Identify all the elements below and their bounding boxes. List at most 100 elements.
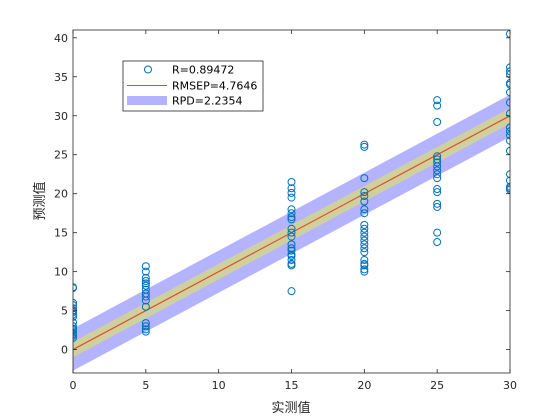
data-point: [506, 98, 510, 107]
data-point: [287, 184, 296, 193]
x-tick-label: 10: [212, 379, 226, 392]
legend-label-rmsep: RMSEP=4.7646: [172, 80, 257, 93]
data-point: [287, 205, 296, 214]
data-point: [287, 215, 296, 224]
data-point: [506, 176, 510, 185]
data-point: [506, 136, 510, 145]
x-axis-title: 实测值: [271, 400, 310, 416]
x-tick-label: 25: [430, 379, 444, 392]
data-point: [360, 255, 369, 264]
data-point: [141, 302, 150, 311]
data-point: [287, 246, 296, 255]
data-point: [141, 273, 150, 282]
data-point: [360, 192, 369, 201]
data-point: [360, 228, 369, 237]
data-point: [73, 298, 77, 307]
legend: R=0.89472 RMSEP=4.7646 RPD=2.2354: [122, 60, 264, 112]
data-point: [506, 127, 510, 136]
data-point: [141, 281, 150, 290]
data-point: [73, 322, 77, 331]
data-point: [433, 199, 442, 208]
data-point: [73, 333, 77, 342]
data-point: [360, 244, 369, 253]
data-point: [73, 331, 77, 340]
data-point: [506, 146, 510, 155]
data-point: [360, 188, 369, 197]
data-point: [433, 117, 442, 126]
data-point: [287, 209, 296, 218]
data-point: [506, 123, 510, 132]
x-tick-label: 30: [503, 379, 517, 392]
data-point: [141, 327, 150, 336]
data-point: [506, 80, 510, 89]
x-tick-label: 0: [70, 379, 77, 392]
legend-label-r: R=0.89472: [172, 64, 234, 77]
data-point: [433, 238, 442, 247]
data-point: [506, 30, 510, 38]
data-point: [360, 265, 369, 274]
data-point: [360, 240, 369, 249]
data-point: [287, 252, 296, 261]
y-tick-label: 10: [54, 266, 68, 279]
data-point: [433, 185, 442, 194]
data-point: [287, 261, 296, 270]
data-point: [73, 326, 77, 335]
data-point: [360, 224, 369, 233]
data-point: [360, 140, 369, 149]
data-point: [506, 170, 510, 179]
data-point: [360, 267, 369, 276]
y-tick-label: 30: [54, 110, 68, 123]
data-point: [141, 292, 150, 301]
data-point: [433, 96, 442, 105]
data-point: [287, 244, 296, 253]
data-point: [433, 202, 442, 211]
y-axis-title: 预测值: [32, 181, 48, 220]
legend-marker-swatch: [144, 65, 152, 74]
data-point: [287, 255, 296, 264]
data-point: [360, 220, 369, 229]
y-tick-label: 5: [61, 305, 68, 318]
data-points: [73, 30, 510, 342]
data-point: [506, 70, 510, 79]
y-tick-label: 40: [54, 32, 68, 45]
data-point: [433, 162, 442, 171]
data-point: [141, 277, 150, 286]
data-point: [287, 287, 296, 296]
y-tick-label: 20: [54, 188, 68, 201]
data-point: [287, 188, 296, 197]
x-tick-label: 20: [357, 379, 371, 392]
legend-band-swatch: [127, 96, 167, 105]
data-point: [433, 152, 442, 161]
x-axis-ticks: 0 5 10 15 20 25 30: [70, 30, 517, 392]
data-point: [141, 279, 150, 288]
data-point: [433, 228, 442, 237]
data-point: [141, 322, 150, 331]
data-point: [141, 262, 150, 271]
data-point: [141, 325, 150, 334]
data-point: [73, 304, 77, 313]
data-point: [287, 213, 296, 222]
data-point: [73, 284, 77, 293]
data-point: [287, 240, 296, 249]
data-point: [360, 197, 369, 206]
data-point: [287, 193, 296, 202]
data-point: [360, 142, 369, 151]
data-point: [360, 174, 369, 183]
data-point: [506, 131, 510, 140]
data-point: [287, 232, 296, 241]
y-tick-label: 0: [61, 344, 68, 357]
x-tick-label: 15: [285, 379, 299, 392]
data-point: [433, 170, 442, 179]
data-point: [360, 205, 369, 214]
data-point: [141, 267, 150, 276]
data-point: [360, 209, 369, 218]
data-point: [73, 318, 77, 327]
data-point: [506, 88, 510, 97]
legend-label-rpd: RPD=2.2354: [172, 95, 242, 108]
data-point: [506, 109, 510, 118]
data-point: [287, 224, 296, 233]
data-point: [141, 319, 150, 328]
data-point: [73, 310, 77, 319]
data-point: [433, 101, 442, 110]
